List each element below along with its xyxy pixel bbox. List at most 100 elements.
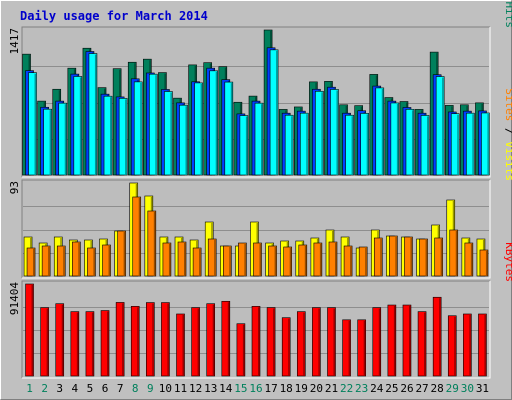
bar-shade xyxy=(288,318,290,376)
bar-sites xyxy=(26,247,36,277)
bar-shade xyxy=(276,50,278,175)
legend-entry: Visits xyxy=(503,141,512,181)
bar-pages xyxy=(133,81,143,176)
bar-shade xyxy=(469,314,471,376)
bar-shade xyxy=(91,312,94,376)
bar-shade xyxy=(138,198,141,276)
bar-kbytes xyxy=(40,307,49,377)
bar-shade xyxy=(64,104,67,175)
bar-sites xyxy=(283,246,292,277)
y-max-label: 91404 xyxy=(8,282,21,315)
bar-kbytes xyxy=(432,296,442,377)
bar-pages xyxy=(450,113,460,176)
bar-shade xyxy=(185,106,188,175)
bar-kbytes xyxy=(478,313,487,377)
bar-shade xyxy=(350,247,352,276)
day-label-3: 3 xyxy=(56,382,63,395)
bar-sites xyxy=(56,245,66,277)
bar-kbytes xyxy=(146,302,155,377)
bar-shade xyxy=(380,239,382,276)
panel-pages-files-hits: 1417 Pages / Files / Hits xyxy=(8,0,512,178)
bar-pages xyxy=(435,76,445,176)
bar-kbytes xyxy=(176,313,185,377)
bar-shade xyxy=(472,114,474,175)
bar-sites xyxy=(87,247,96,277)
bar-shade xyxy=(348,320,351,376)
panel-bevel-light xyxy=(22,180,491,279)
day-label-7: 7 xyxy=(117,382,124,395)
bar-kbytes xyxy=(100,310,110,377)
bar-pages xyxy=(209,70,219,176)
bar-shade xyxy=(378,308,381,376)
bar-sites xyxy=(72,241,81,277)
bar-shade xyxy=(152,303,154,376)
bar-shade xyxy=(215,71,218,175)
bar-shade xyxy=(393,306,396,376)
bar-kbytes xyxy=(251,306,261,377)
bar-pages xyxy=(345,114,354,176)
bar-shade xyxy=(245,116,248,175)
bar-shade xyxy=(93,249,95,276)
bar-pages xyxy=(43,108,52,176)
panel-legend: KBytes xyxy=(503,242,512,282)
bar-sites xyxy=(479,249,489,277)
legend-entry: / xyxy=(503,121,512,141)
bar-pages xyxy=(239,115,249,176)
bar-shade xyxy=(303,312,305,376)
day-label-26: 26 xyxy=(400,382,413,395)
bar-shade xyxy=(261,104,263,175)
bar-shade xyxy=(440,239,443,276)
bar-kbytes xyxy=(161,302,170,377)
bar-shade xyxy=(63,247,65,276)
bar-shade xyxy=(229,247,231,276)
bar-shade xyxy=(427,116,429,175)
bar-sites xyxy=(223,245,232,277)
bar-shade xyxy=(227,302,230,376)
bar-shade xyxy=(484,314,486,376)
bar-kbytes xyxy=(281,317,291,377)
day-label-9: 9 xyxy=(147,382,154,395)
bar-shade xyxy=(363,320,366,376)
bar-kbytes xyxy=(115,302,125,377)
bar-shade xyxy=(137,307,139,376)
bar-shade xyxy=(200,83,203,175)
bar-shade xyxy=(259,244,261,276)
bar-pages xyxy=(420,115,430,176)
y-max-label: 93 xyxy=(8,181,21,194)
bar-sites xyxy=(343,245,353,277)
bar-pages xyxy=(254,102,264,176)
bar-shade xyxy=(425,240,428,276)
day-label-8: 8 xyxy=(132,382,139,395)
bar-kbytes xyxy=(266,307,276,377)
day-label-10: 10 xyxy=(159,382,172,395)
bar-kbytes xyxy=(342,319,351,377)
panel-kbytes: 91404 KBytes xyxy=(8,242,512,379)
day-label-5: 5 xyxy=(87,382,94,395)
bar-shade xyxy=(49,110,52,175)
bar-shade xyxy=(410,238,412,276)
day-label-16: 16 xyxy=(249,382,262,395)
bar-sites xyxy=(434,237,443,277)
bar-shade xyxy=(61,304,64,376)
bar-pages xyxy=(299,112,309,176)
bar-shade xyxy=(153,212,156,276)
bar-sites xyxy=(313,242,323,277)
bar-shade xyxy=(78,243,80,276)
bar-pages xyxy=(405,109,415,176)
bar-pages xyxy=(481,112,490,176)
bar-kbytes xyxy=(191,307,200,377)
bar-kbytes xyxy=(327,307,336,377)
day-label-14: 14 xyxy=(219,382,233,395)
bar-shade xyxy=(46,308,49,376)
bar-shade xyxy=(79,77,82,175)
bar-shade xyxy=(107,311,109,376)
panel-legend: Sites / Visits xyxy=(503,88,512,181)
bar-pages xyxy=(224,81,234,176)
bar-shade xyxy=(381,88,384,175)
bar-shade xyxy=(442,77,444,175)
bar-pages xyxy=(179,104,188,176)
bar-shade xyxy=(123,232,126,276)
day-label-25: 25 xyxy=(385,382,398,395)
